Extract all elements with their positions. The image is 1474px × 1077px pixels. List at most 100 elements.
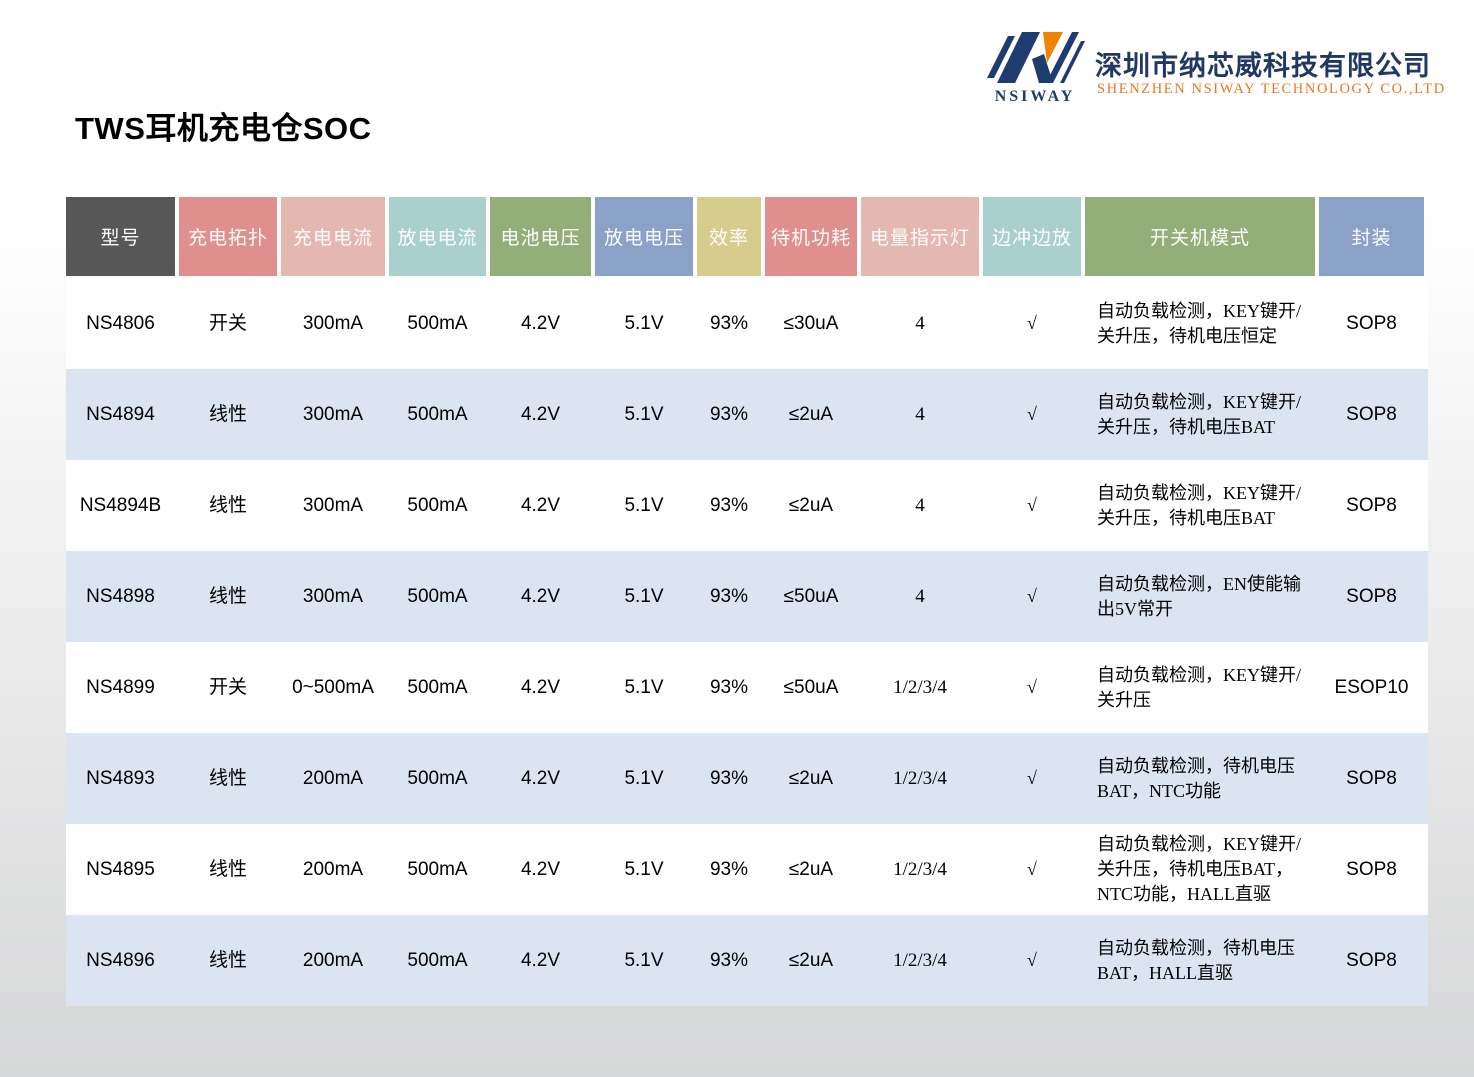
cell-standby-power: ≤50uA xyxy=(783,676,839,698)
cell-check: √ xyxy=(1027,404,1037,425)
cell-mode: 自动负载检测，待机电压BAT，HALL直驱 xyxy=(1097,937,1295,983)
cell-charge-current: 200mA xyxy=(302,767,364,789)
cell-mode: 自动负载检测，KEY键开/关升压，待机电压BAT，NTC功能，HALL直驱 xyxy=(1097,834,1301,904)
cell-standby-power: ≤2uA xyxy=(788,767,834,789)
cell-battery-voltage: 4.2V xyxy=(520,312,561,334)
cell-model: NS4894B xyxy=(79,494,162,516)
cell-discharge-voltage: 5.1V xyxy=(624,858,664,880)
cell-discharge-voltage: 5.1V xyxy=(624,949,664,971)
cell-standby-power: ≤2uA xyxy=(788,858,834,880)
company-name-en: SHENZHEN NSIWAY TECHNOLOGY CO.,LTD xyxy=(1097,81,1446,97)
cell-charge-current: 300mA xyxy=(302,403,364,425)
cell-discharge-current: 500mA xyxy=(407,403,468,425)
column-header-mode: 开关机模式 xyxy=(1085,197,1315,276)
table-row-NS4899: NS4899 开关 0~500mA 500mA 4.2V 5.1V 93% ≤50uA 1/2/… xyxy=(66,642,1428,733)
table-body: NS4806 开关 300mA 500mA 4.2V 5.1V 93% ≤30uA 4 √ 自动负载… xyxy=(66,278,1428,1006)
cell-discharge-current: 500mA xyxy=(407,312,468,334)
nsiway-logo-icon xyxy=(987,32,1085,83)
cell-discharge-current: 500mA xyxy=(407,585,468,607)
cell-topology: 线性 xyxy=(208,949,247,971)
cell-mode: 自动负载检测，待机电压BAT，NTC功能 xyxy=(1097,755,1295,801)
cell-standby-power: ≤2uA xyxy=(788,949,834,971)
cell-charge-current: 300mA xyxy=(302,312,364,334)
cell-model: NS4896 xyxy=(86,949,155,971)
cell-model: NS4893 xyxy=(86,767,155,789)
cell-standby-power: ≤2uA xyxy=(788,494,834,516)
cell-check: √ xyxy=(1027,495,1037,516)
cell-discharge-voltage: 5.1V xyxy=(624,585,664,607)
cell-battery-voltage: 4.2V xyxy=(520,403,561,425)
cell-indicator: 4 xyxy=(915,494,925,516)
cell-mode: 自动负载检测，KEY键开/关升压，待机电压BAT xyxy=(1097,482,1301,528)
column-header-topology: 充电拓扑 xyxy=(179,197,277,276)
cell-discharge-voltage: 5.1V xyxy=(624,676,664,698)
column-header-package: 封装 xyxy=(1319,197,1424,276)
cell-model: NS4894 xyxy=(86,403,155,425)
cell-efficiency: 93% xyxy=(709,494,749,516)
table-row-NS4895: NS4895 线性 200mA 500mA 4.2V 5.1V 93% ≤2uA 1/2/3/4… xyxy=(66,824,1428,915)
column-header-charge-current: 充电电流 xyxy=(281,197,385,276)
cell-topology: 开关 xyxy=(208,676,247,698)
table-row-NS4898: NS4898 线性 300mA 500mA 4.2V 5.1V 93% ≤50uA 4 √ 自动负载… xyxy=(66,551,1428,642)
cell-model: NS4899 xyxy=(86,676,155,698)
cell-efficiency: 93% xyxy=(709,403,749,425)
cell-indicator: 1/2/3/4 xyxy=(893,676,947,698)
cell-standby-power: ≤2uA xyxy=(788,403,834,425)
logo-brand-text: NSIWAY xyxy=(994,88,1076,105)
column-header-indicator: 电量指示灯 xyxy=(861,197,979,276)
cell-check: √ xyxy=(1027,859,1037,880)
cell-battery-voltage: 4.2V xyxy=(520,767,561,789)
table-header-row: 型号 充电拓扑 充电电流 放电电流 电池电压 放电电压 效率 待机功耗 电量指示灯 边冲边放 开关机… xyxy=(66,197,1428,276)
cell-mode: 自动负载检测，EN使能输出5V常开 xyxy=(1097,573,1301,619)
column-header-discharge-voltage: 放电电压 xyxy=(595,197,693,276)
cell-model: NS4898 xyxy=(86,585,155,607)
cell-discharge-current: 500mA xyxy=(407,949,468,971)
column-header-efficiency: 效率 xyxy=(697,197,761,276)
cell-topology: 线性 xyxy=(208,403,247,425)
cell-charge-current: 300mA xyxy=(302,494,364,516)
cell-package: ESOP10 xyxy=(1334,676,1409,698)
cell-topology: 线性 xyxy=(208,858,247,880)
cell-package: SOP8 xyxy=(1346,767,1397,789)
cell-indicator: 1/2/3/4 xyxy=(893,767,947,789)
cell-discharge-current: 500mA xyxy=(407,676,468,698)
cell-discharge-voltage: 5.1V xyxy=(624,494,664,516)
page-title: TWS耳机充电仓SOC xyxy=(75,111,372,146)
cell-indicator: 1/2/3/4 xyxy=(893,858,947,880)
cell-efficiency: 93% xyxy=(709,858,749,880)
column-header-model: 型号 xyxy=(66,197,175,276)
cell-efficiency: 93% xyxy=(709,676,749,698)
cell-indicator: 4 xyxy=(915,312,925,334)
cell-mode: 自动负载检测，KEY键开/关升压，待机电压恒定 xyxy=(1097,300,1301,346)
cell-topology: 线性 xyxy=(208,494,247,516)
cell-efficiency: 93% xyxy=(709,585,749,607)
cell-discharge-current: 500mA xyxy=(407,767,468,789)
company-name-cn: 深圳市纳芯威科技有限公司 xyxy=(1095,51,1431,81)
table-row-NS4894B: NS4894B 线性 300mA 500mA 4.2V 5.1V 93% ≤2uA 4 √ 自动负载… xyxy=(66,460,1428,551)
cell-package: SOP8 xyxy=(1346,494,1397,516)
cell-charge-current: 200mA xyxy=(302,858,364,880)
cell-standby-power: ≤30uA xyxy=(783,312,839,334)
cell-package: SOP8 xyxy=(1346,585,1397,607)
cell-indicator: 4 xyxy=(915,403,925,425)
cell-model: NS4895 xyxy=(86,858,155,880)
cell-discharge-voltage: 5.1V xyxy=(624,767,664,789)
cell-charge-current: 300mA xyxy=(302,585,364,607)
cell-package: SOP8 xyxy=(1346,949,1397,971)
cell-efficiency: 93% xyxy=(709,767,749,789)
cell-mode: 自动负载检测，KEY键开/关升压 xyxy=(1097,664,1301,710)
cell-check: √ xyxy=(1027,313,1037,334)
cell-efficiency: 93% xyxy=(709,949,749,971)
table-row-NS4896: NS4896 线性 200mA 500mA 4.2V 5.1V 93% ≤2uA 1/2/3/4… xyxy=(66,915,1428,1006)
cell-check: √ xyxy=(1027,677,1037,698)
cell-battery-voltage: 4.2V xyxy=(520,858,561,880)
company-logo: NSIWAY 深圳市纳芯威科技有限公司 SHENZHEN NSIWAY TECH… xyxy=(983,26,1446,110)
cell-check: √ xyxy=(1027,950,1037,971)
cell-discharge-voltage: 5.1V xyxy=(624,403,664,425)
cell-battery-voltage: 4.2V xyxy=(520,585,561,607)
cell-check: √ xyxy=(1027,586,1037,607)
cell-check: √ xyxy=(1027,768,1037,789)
cell-indicator: 4 xyxy=(915,585,925,607)
cell-package: SOP8 xyxy=(1346,403,1397,425)
